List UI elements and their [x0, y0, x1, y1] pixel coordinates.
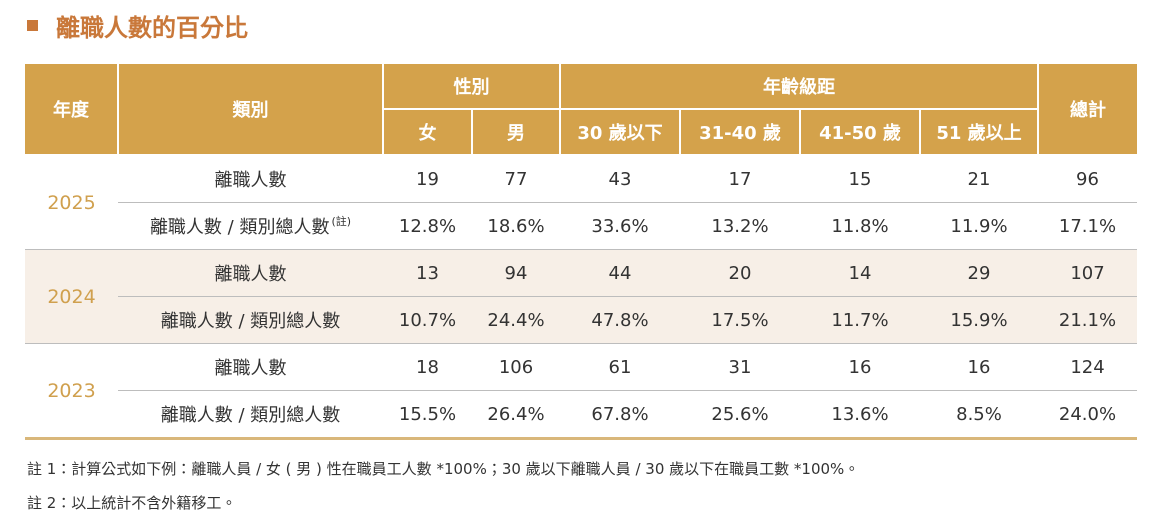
table-body: 2025 離職人數 19 77 43 17 15 21 96 離職人數 / 類別總人數 (註) 12.…: [25, 154, 1137, 440]
header-cell: 41-50 歲: [799, 109, 921, 156]
row-label-text: 離職人數 / 類別總人數: [149, 217, 330, 238]
row-label-text: 離職人數: [214, 170, 287, 191]
title-marker: [27, 19, 38, 31]
header-cell: 男: [471, 109, 561, 156]
table-cell: 20: [680, 249, 800, 297]
year-cell: 2025: [25, 154, 118, 250]
title-row: 離職人數的百分比: [27, 8, 248, 42]
table-cell: 12.8%: [383, 202, 472, 250]
table-cell: 8.5%: [920, 390, 1038, 440]
header-cell: 31-40 歲: [679, 109, 801, 156]
table-row: 2025 離職人數 19 77 43 17 15 21 96: [25, 154, 1137, 250]
table-cell: 16: [920, 343, 1038, 391]
header-cell: 女: [382, 109, 473, 156]
table-cell: 124: [1038, 343, 1137, 391]
header-cell: 總計: [1037, 64, 1137, 156]
table-cell: 11.8%: [800, 202, 920, 250]
header-cell: 年度: [25, 64, 119, 156]
row-label: 離職人數 / 類別總人數: [118, 296, 383, 344]
table-cell: 44: [560, 249, 680, 297]
table-cell: 17: [680, 154, 800, 203]
table-cell: 13.6%: [800, 390, 920, 440]
header-cell: 51 歲以上: [919, 109, 1039, 156]
table-cell: 106: [472, 343, 560, 391]
header-cell: 30 歲以下: [559, 109, 681, 156]
header-row: 年度 類別 性別 年齡級距 總計: [25, 64, 1137, 156]
table-cell: 15: [800, 154, 920, 203]
table-cell: 19: [383, 154, 472, 203]
table-cell: 47.8%: [560, 296, 680, 344]
table-cell: 13.2%: [680, 202, 800, 250]
table-cell: 107: [1038, 249, 1137, 297]
table-cell: 24.4%: [472, 296, 560, 344]
table-cell: 11.7%: [800, 296, 920, 344]
title: 離職人數的百分比: [56, 13, 248, 42]
table-row: 離職人數 / 類別總人數 (註) 12.8% 18.6% 33.6% 13.2% 11.8%…: [25, 202, 1137, 250]
notes: 註 1：計算公式如下例：離職人員 / 女 ( 男 ) 性在職員工人數 *100%…: [27, 456, 859, 524]
row-note: (註): [331, 215, 352, 228]
table-cell: 21: [920, 154, 1038, 203]
table-cell: 11.9%: [920, 202, 1038, 250]
row-label-text: 離職人數: [214, 358, 287, 379]
table-row: 離職人數 / 類別總人數 10.7% 24.4% 47.8% 17.5% 11.7% 15.…: [25, 296, 1137, 344]
table-cell: 24.0%: [1038, 390, 1137, 440]
table-cell: 25.6%: [680, 390, 800, 440]
table-cell: 31: [680, 343, 800, 391]
table-cell: 43: [560, 154, 680, 203]
table-row: 2023 離職人數 18 106 61 31 16 16 124: [25, 343, 1137, 440]
table-cell: 10.7%: [383, 296, 472, 344]
row-label-text: 離職人數 / 類別總人數: [160, 311, 341, 332]
table-cell: 18.6%: [472, 202, 560, 250]
table-cell: 15.5%: [383, 390, 472, 440]
table-cell: 18: [383, 343, 472, 391]
table-cell: 21.1%: [1038, 296, 1137, 344]
header-cell: 年齡級距: [559, 64, 1039, 110]
row-label-text: 離職人數: [214, 264, 287, 285]
row-label: 離職人數 / 類別總人數 (註): [118, 202, 383, 250]
table-cell: 33.6%: [560, 202, 680, 250]
row-label: 離職人數: [118, 249, 383, 297]
table-cell: 17.5%: [680, 296, 800, 344]
table-cell: 61: [560, 343, 680, 391]
header-cell: 類別: [117, 64, 384, 156]
note: 註 2：以上統計不含外籍移工。: [27, 494, 237, 512]
table-cell: 15.9%: [920, 296, 1038, 344]
table-cell: 13: [383, 249, 472, 297]
year-cell: 2023: [25, 343, 118, 440]
row-label: 離職人數: [118, 154, 383, 203]
table-cell: 26.4%: [472, 390, 560, 440]
row-label-text: 離職人數 / 類別總人數: [160, 405, 341, 426]
table-row: 離職人數 / 類別總人數 15.5% 26.4% 67.8% 25.6% 13.6% 8.5…: [25, 390, 1137, 440]
table-cell: 16: [800, 343, 920, 391]
table-cell: 14: [800, 249, 920, 297]
table-cell: 17.1%: [1038, 202, 1137, 250]
table-cell: 77: [472, 154, 560, 203]
row-label: 離職人數: [118, 343, 383, 391]
note: 註 1：計算公式如下例：離職人員 / 女 ( 男 ) 性在職員工人數 *100%…: [27, 460, 860, 478]
header-cell: 性別: [382, 64, 561, 110]
table-row: 2024 離職人數 13 94 44 20 14 29 107: [25, 249, 1137, 344]
table-cell: 29: [920, 249, 1038, 297]
table-cell: 96: [1038, 154, 1137, 203]
year-cell: 2024: [25, 249, 118, 344]
row-label: 離職人數 / 類別總人數: [118, 390, 383, 440]
table-cell: 67.8%: [560, 390, 680, 440]
table-cell: 94: [472, 249, 560, 297]
header-row: 女男 30 歲以下 31-40 歲 41-50 歲 51 歲以上: [25, 109, 1137, 156]
